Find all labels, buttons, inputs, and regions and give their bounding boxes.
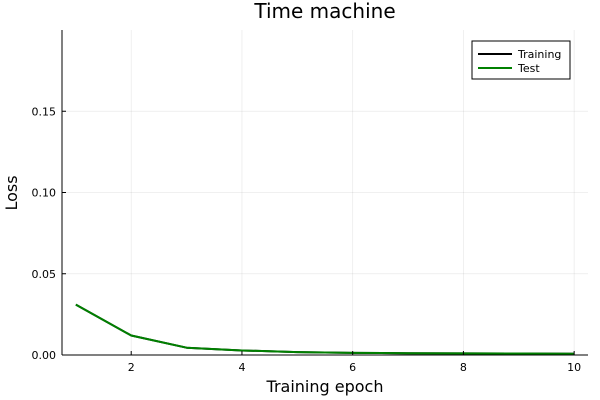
y-tick-label: 0.05: [32, 268, 57, 281]
x-tick-label: 4: [238, 361, 245, 374]
series-lines: [75, 303, 575, 355]
y-axis-label: Loss: [2, 175, 21, 210]
axes: 2 4 6 8 10 0.00 0.05 0.10 0.15: [32, 30, 588, 374]
y-tick-label: 0.15: [32, 105, 57, 118]
x-tick-label: 6: [349, 361, 356, 374]
y-tick-label: 0.10: [32, 187, 57, 200]
series-line-training: [75, 303, 575, 355]
x-tick-label: 2: [128, 361, 135, 374]
y-tick-label: 0.00: [32, 349, 57, 362]
x-tick-label: 10: [567, 361, 581, 374]
chart-title: Time machine: [253, 0, 395, 23]
x-tick-label: 8: [460, 361, 467, 374]
series-line-test: [75, 303, 575, 355]
x-axis-label: Training epoch: [266, 377, 384, 396]
legend-label-test: Test: [517, 62, 540, 75]
legend-box: [471, 40, 571, 80]
legend-label-training: Training: [517, 48, 561, 61]
